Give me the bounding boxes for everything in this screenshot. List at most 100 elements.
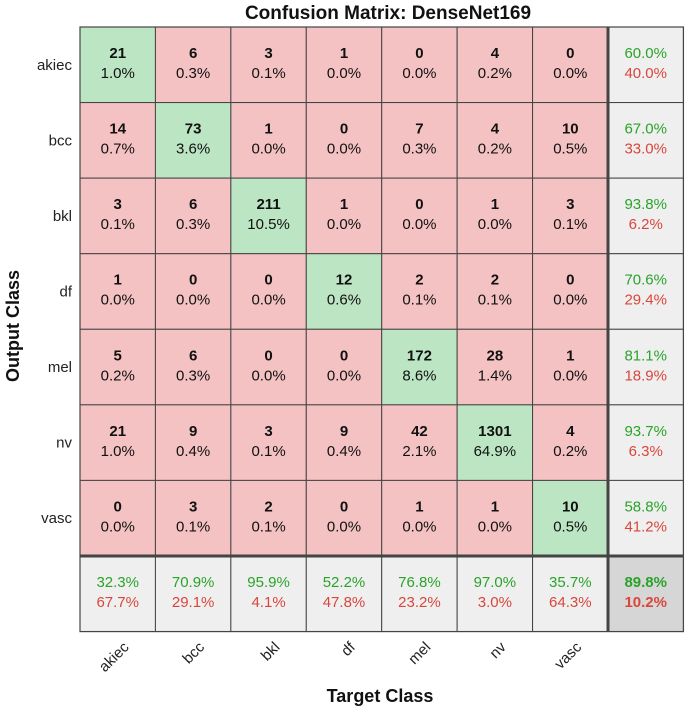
cell-count: 1301 [478, 423, 511, 440]
cell-count: 10 [562, 498, 579, 515]
cell-count: 211 [256, 196, 280, 213]
matrix-cell [154, 404, 232, 481]
column-error-rate: 47.8% [323, 594, 366, 611]
cell-count: 1 [114, 272, 122, 289]
cell-percent: 0.0% [327, 65, 361, 82]
cell-percent: 0.0% [553, 292, 587, 309]
cell-percent: 0.0% [327, 367, 361, 384]
x-tick-label: df [338, 638, 359, 659]
chart-title: Confusion Matrix: DenseNet169 [245, 3, 531, 24]
row-error-rate: 18.9% [624, 367, 667, 384]
cell-percent: 0.1% [251, 518, 285, 535]
matrix-cell [154, 26, 232, 104]
cell-percent: 0.0% [251, 367, 285, 384]
cell-percent: 0.0% [101, 292, 135, 309]
matrix-cell [532, 102, 609, 179]
cell-percent: 2.1% [402, 443, 436, 460]
cell-count: 4 [566, 423, 575, 440]
matrix-cell [305, 177, 383, 255]
row-error-rate: 6.3% [629, 443, 663, 460]
column-correct-rate: 70.9% [172, 574, 215, 591]
y-tick-label: akiec [37, 57, 73, 74]
cell-count: 2 [264, 498, 272, 515]
matrix-cells: 211.0%60.3%30.1%10.0%00.0%40.2%00.0%140.… [79, 26, 685, 633]
cell-count: 0 [114, 498, 122, 515]
row-correct-rate: 93.8% [624, 196, 667, 213]
row-correct-rate: 58.8% [624, 498, 667, 515]
row-correct-rate: 60.0% [624, 45, 667, 62]
cell-count: 3 [566, 196, 574, 213]
cell-count: 6 [189, 347, 197, 364]
matrix-cell [230, 102, 307, 179]
row-summary-cell [607, 102, 684, 179]
cell-count: 1 [264, 121, 272, 138]
cell-count: 0 [264, 347, 272, 364]
overall-error: 10.2% [624, 594, 667, 611]
column-summary-cell [230, 555, 307, 633]
matrix-cell [305, 26, 383, 104]
x-tick-label: bkl [258, 639, 284, 665]
cell-count: 4 [491, 121, 500, 138]
cell-percent: 0.2% [478, 65, 512, 82]
column-summary-cell [381, 555, 458, 633]
y-tick-labels: akiec bcc bkl df mel nv vasc [37, 57, 73, 527]
matrix-cell [456, 26, 534, 104]
y-tick-label: nv [56, 435, 72, 452]
cell-count: 14 [109, 121, 126, 138]
cell-percent: 0.2% [553, 443, 587, 460]
matrix-cell [532, 328, 609, 406]
column-error-rate: 3.0% [478, 594, 512, 611]
matrix-cell [456, 479, 534, 557]
matrix-cell [381, 102, 458, 179]
x-tick-label: mel [405, 639, 434, 668]
cell-percent: 0.0% [251, 292, 285, 309]
cell-percent: 1.0% [101, 443, 135, 460]
matrix-cell [381, 404, 458, 481]
cell-percent: 0.0% [176, 292, 210, 309]
cell-count: 3 [189, 498, 197, 515]
cell-count: 6 [189, 45, 197, 62]
overall-summary-cell [607, 555, 684, 633]
row-summary-cell [607, 26, 684, 104]
x-tick-label: bcc [179, 638, 208, 667]
cell-percent: 0.2% [101, 367, 135, 384]
cell-percent: 0.1% [402, 292, 436, 309]
cell-count: 2 [415, 272, 423, 289]
cell-count: 9 [189, 423, 197, 440]
column-error-rate: 4.1% [251, 594, 285, 611]
cell-percent: 0.0% [478, 518, 512, 535]
row-correct-rate: 93.7% [624, 423, 667, 440]
matrix-cell [79, 26, 156, 104]
matrix-cell [456, 177, 534, 255]
cell-count: 1 [415, 498, 423, 515]
cell-count: 42 [411, 423, 428, 440]
cell-percent: 0.6% [327, 292, 361, 309]
row-summary-cell [607, 328, 684, 406]
cell-percent: 0.1% [176, 518, 210, 535]
cell-percent: 0.4% [176, 443, 210, 460]
matrix-cell [230, 404, 307, 481]
cell-count: 5 [114, 347, 122, 364]
row-error-rate: 41.2% [624, 518, 667, 535]
matrix-cell [532, 253, 609, 330]
cell-count: 0 [340, 498, 348, 515]
cell-count: 21 [109, 423, 126, 440]
cell-count: 6 [189, 196, 197, 213]
cell-percent: 0.0% [553, 367, 587, 384]
cell-percent: 0.1% [251, 443, 285, 460]
cell-percent: 10.5% [247, 216, 290, 233]
matrix-cell [79, 404, 156, 481]
x-tick-label: akiec [96, 638, 133, 675]
column-correct-rate: 97.0% [474, 574, 517, 591]
cell-count: 2 [491, 272, 499, 289]
cell-count: 4 [491, 45, 500, 62]
cell-count: 21 [109, 45, 126, 62]
matrix-cell [381, 479, 458, 557]
matrix-cell [154, 177, 232, 255]
row-summary-cell [607, 479, 684, 557]
cell-percent: 0.5% [553, 141, 587, 158]
cell-percent: 0.7% [101, 141, 135, 158]
x-tick-label: nv [486, 638, 510, 662]
row-correct-rate: 67.0% [624, 121, 667, 138]
column-correct-rate: 32.3% [96, 574, 139, 591]
